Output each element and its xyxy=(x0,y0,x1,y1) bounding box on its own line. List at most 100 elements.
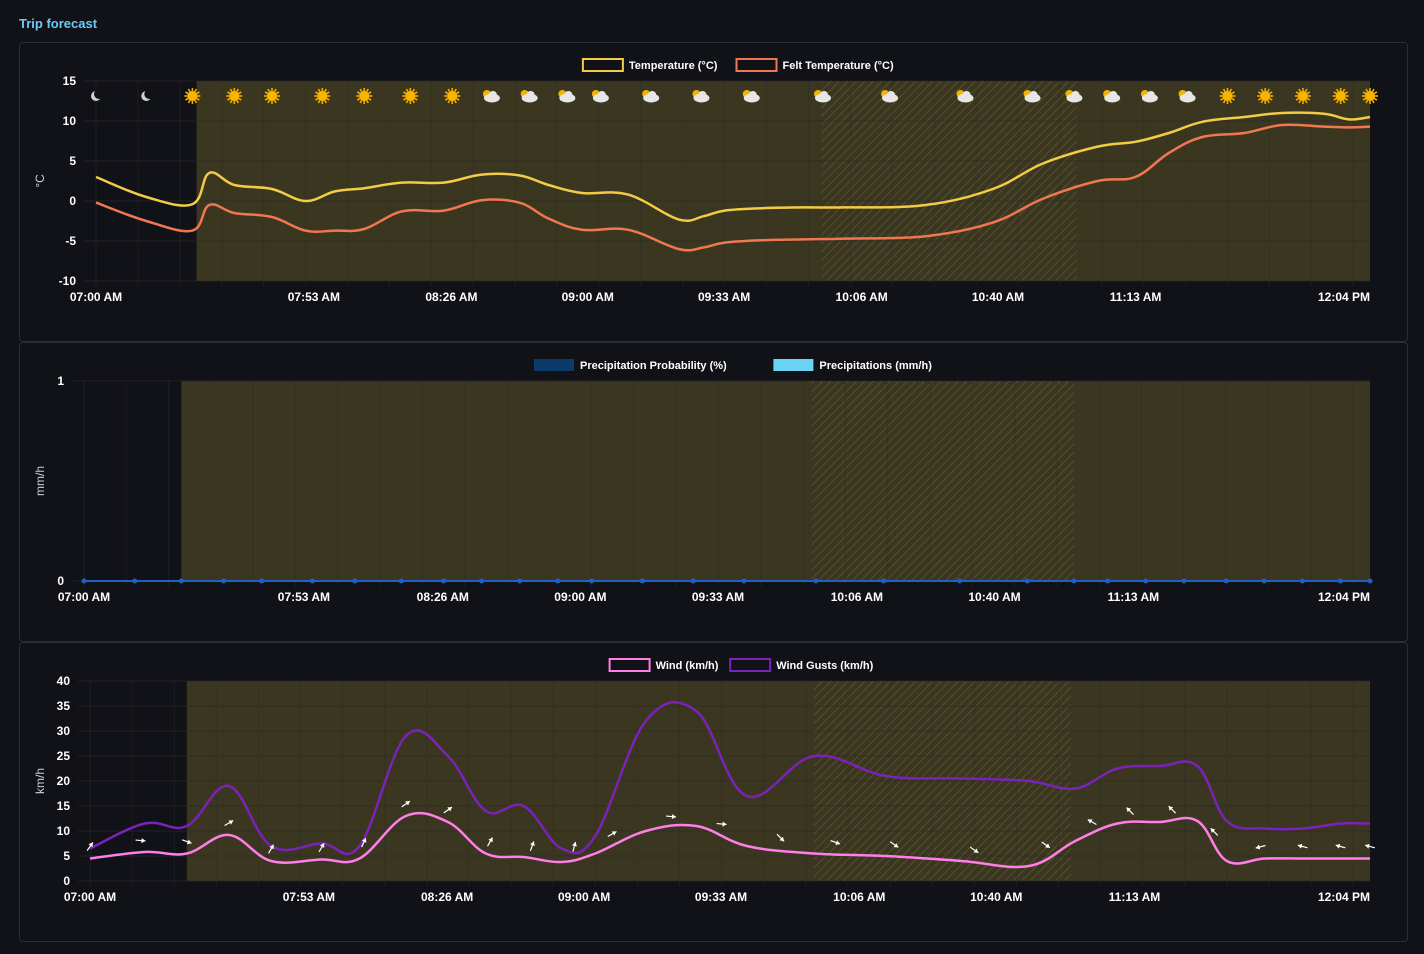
daylight-band xyxy=(196,81,1370,281)
y-tick-label: 15 xyxy=(63,74,77,88)
wind-chart: 40 35 30 25 20 15 10 5 0 km/h 07:00 AM 07:53 AM 08:2… xyxy=(33,658,1375,904)
wind-direction-arrow xyxy=(666,814,677,820)
y-tick-label: 25 xyxy=(57,749,71,763)
precipitation-point xyxy=(178,578,184,584)
y-tick-label: 0 xyxy=(57,574,64,588)
wind-direction-arrow xyxy=(1335,843,1346,849)
x-tick-label: 08:26 AM xyxy=(421,890,473,904)
x-tick-label: 09:33 AM xyxy=(692,590,744,604)
sun-cloud-icon xyxy=(814,90,832,103)
x-tick-label: 10:06 AM xyxy=(833,890,885,904)
sun-cloud-icon xyxy=(956,90,974,103)
wind-direction-arrow xyxy=(716,821,727,827)
x-tick-label: 10:06 AM xyxy=(831,590,883,604)
legend-label: Wind Gusts (km/h) xyxy=(776,660,873,672)
felt-temperature-line xyxy=(95,123,1371,252)
wind-direction-arrow xyxy=(443,806,453,814)
temperature-line xyxy=(95,111,1371,223)
wind-direction-arrow xyxy=(1041,841,1051,849)
sun-icon xyxy=(1332,88,1349,104)
sun-cloud-icon xyxy=(1023,90,1041,103)
x-tick-label: 12:04 PM xyxy=(1318,890,1370,904)
y-tick-label: -5 xyxy=(65,234,76,248)
temperature-panel: 15 10 5 0 -5 -10 °C 07:00 AM 07:53 AM 08:26 AM 09:… xyxy=(19,42,1408,342)
precipitation-point xyxy=(441,578,447,584)
sun-cloud-icon xyxy=(1140,90,1158,103)
precipitation-point xyxy=(1367,578,1373,584)
sun-cloud-icon xyxy=(692,90,710,103)
sun-icon xyxy=(1362,88,1378,104)
legend: Wind (km/h) Wind Gusts (km/h) xyxy=(608,658,874,672)
precipitation-point xyxy=(741,578,747,584)
precipitation-point xyxy=(1024,578,1030,584)
wind-direction-arrow xyxy=(529,841,535,852)
wind-direction-arrow xyxy=(969,846,979,854)
legend-swatch xyxy=(729,658,772,672)
wind-direction-arrow xyxy=(224,819,234,827)
precipitation-point xyxy=(1071,578,1077,584)
y-tick-label: 5 xyxy=(69,154,76,168)
legend-label: Wind (km/h) xyxy=(656,660,719,672)
wind-panel: 40 35 30 25 20 15 10 5 0 km/h 07:00 AM 07:53 AM 08:2… xyxy=(19,642,1408,942)
sun-cloud-icon xyxy=(520,90,538,103)
hatched-band xyxy=(811,381,1074,581)
wind-direction-arrow xyxy=(572,841,577,852)
precipitation-point xyxy=(309,578,315,584)
x-tick-label: 09:33 AM xyxy=(698,290,750,304)
precipitation-point xyxy=(690,578,696,584)
sun-icon xyxy=(314,88,331,104)
precipitation-point xyxy=(1105,578,1111,584)
wind-direction-arrow xyxy=(86,842,94,851)
legend-swatch xyxy=(581,58,624,72)
x-tick-label: 12:04 PM xyxy=(1318,290,1370,304)
wind-direction-arrow xyxy=(1365,843,1375,849)
sun-cloud-icon xyxy=(1103,90,1121,103)
wind-direction-arrow xyxy=(318,842,325,853)
precipitation-point xyxy=(398,578,404,584)
sun-cloud-icon xyxy=(482,90,500,103)
y-axis-label: °C xyxy=(33,174,47,188)
sun-cloud-icon xyxy=(742,90,760,103)
wind-direction-arrow xyxy=(889,841,899,848)
y-tick-label: 15 xyxy=(57,799,71,813)
x-tick-label: 09:00 AM xyxy=(558,890,610,904)
y-tick-label: 40 xyxy=(57,674,71,688)
legend: Temperature (°C) Felt Temperature (°C) xyxy=(581,58,894,72)
x-tick-label: 09:33 AM xyxy=(695,890,747,904)
wind-direction-arrow xyxy=(1210,827,1219,836)
wind-direction-arrow xyxy=(776,833,785,842)
wind-direction-arrow xyxy=(361,837,367,848)
precipitation-point xyxy=(555,578,561,584)
sun-icon xyxy=(1219,88,1236,104)
y-axis-label: mm/h xyxy=(33,466,47,496)
precipitation-point xyxy=(1143,578,1149,584)
wind-direction-arrow xyxy=(268,844,275,854)
sun-icon xyxy=(1257,88,1274,104)
precipitation-point xyxy=(517,578,523,584)
legend-label: Temperature (°C) xyxy=(629,60,718,72)
x-tick-label: 09:00 AM xyxy=(554,590,606,604)
sun-icon xyxy=(264,88,281,104)
precipitation-point xyxy=(1299,578,1305,584)
precipitation-point xyxy=(132,578,138,584)
sun-icon xyxy=(402,88,419,104)
x-tick-label: 08:26 AM xyxy=(425,290,477,304)
sun-cloud-icon xyxy=(1065,90,1083,103)
x-tick-label: 11:13 AM xyxy=(1109,890,1161,904)
y-tick-label: 10 xyxy=(63,114,77,128)
y-tick-label: 10 xyxy=(57,824,71,838)
y-tick-label: -10 xyxy=(59,274,77,288)
x-tick-label: 10:40 AM xyxy=(970,890,1022,904)
sun-cloud-icon xyxy=(591,90,609,103)
x-tick-label: 10:06 AM xyxy=(836,290,888,304)
wind-gusts-line xyxy=(89,700,1371,856)
y-axis-label: km/h xyxy=(33,768,47,794)
precipitation-point xyxy=(1261,578,1267,584)
wind-direction-arrow xyxy=(1297,843,1308,849)
hatched-band xyxy=(821,81,1077,281)
sun-cloud-icon xyxy=(558,90,576,103)
precipitation-point xyxy=(81,578,87,584)
legend-swatch xyxy=(608,658,651,672)
x-tick-label: 08:26 AM xyxy=(417,590,469,604)
precipitation-point xyxy=(1181,578,1187,584)
